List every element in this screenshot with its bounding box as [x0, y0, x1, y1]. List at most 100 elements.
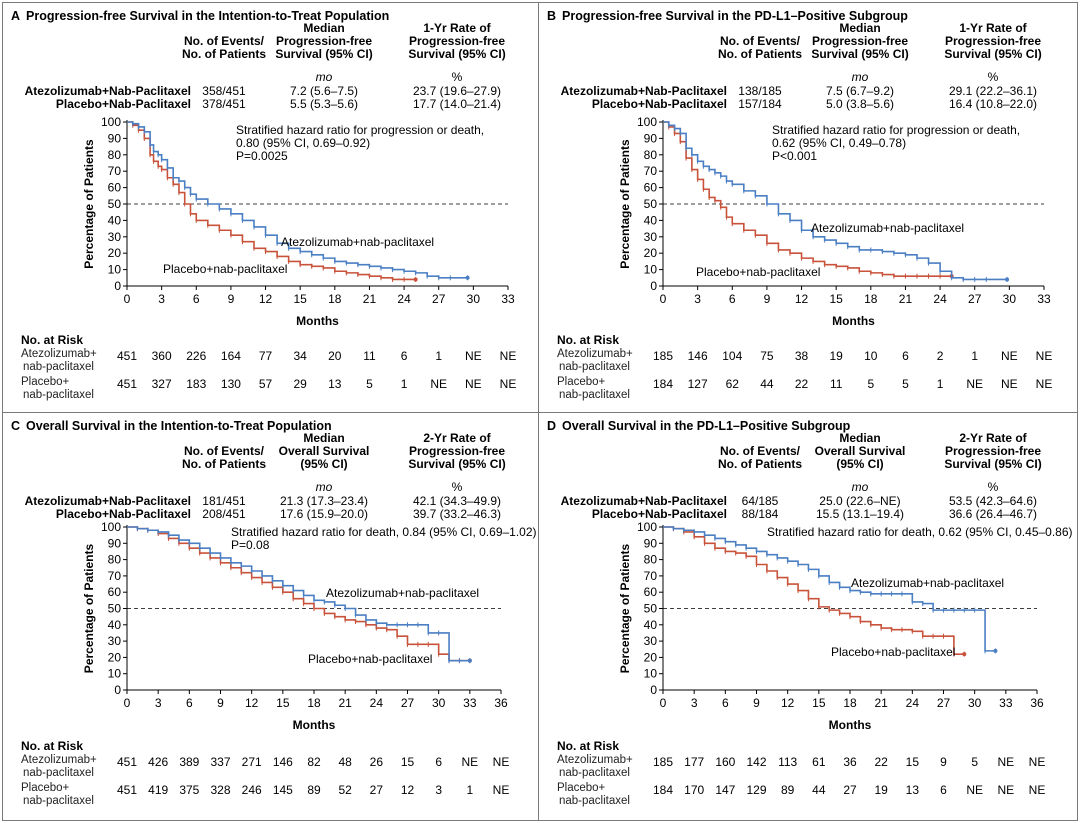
risk-count: 22: [874, 755, 888, 769]
risk-count: NE: [1035, 377, 1053, 391]
risk-count: 11: [829, 377, 843, 391]
y-tick-label: 80: [644, 148, 658, 162]
risk-count: 226: [186, 349, 207, 363]
risk-count: NE: [430, 377, 448, 391]
risk-count: 451: [116, 349, 138, 363]
y-tick-label: 50: [108, 197, 122, 211]
x-tick-label: 3: [691, 696, 698, 710]
x-tick-label: 27: [401, 696, 415, 710]
risk-count: 1: [936, 377, 944, 391]
treatment-row-cell: 157/184: [738, 97, 782, 111]
risk-count: 15: [400, 755, 415, 769]
x-tick-label: 18: [843, 696, 857, 710]
placebo-curve-label: Placebo+nab-paclitaxel: [696, 265, 820, 279]
hazard-ratio-annotation: P=0.0025: [236, 149, 288, 163]
y-tick-label: 20: [108, 246, 122, 260]
x-tick-label: 30: [432, 696, 446, 710]
risk-count: NE: [492, 783, 510, 797]
column-header-line: 2-Yr Rate of: [423, 431, 491, 445]
y-axis-label: Percentage of Patients: [618, 139, 632, 269]
column-header-line: Survival (95% CI): [811, 47, 909, 61]
risk-row-label: Atezolizumab+ nab-paclitaxel: [21, 348, 97, 374]
treatment-row-cell: 17.6 (15.9–20.0): [279, 507, 369, 521]
x-tick-label: 0: [124, 292, 131, 306]
risk-count: 77: [258, 349, 273, 363]
risk-count: 44: [812, 783, 826, 797]
x-tick-label: 6: [722, 696, 729, 710]
risk-count: 328: [210, 783, 231, 797]
risk-count: 146: [687, 349, 708, 363]
column-header-line: No. of Events/: [183, 34, 264, 48]
risk-count: 52: [338, 783, 352, 797]
y-tick-label: 40: [108, 618, 122, 632]
treatment-row-cell: 39.7 (33.2–46.3): [412, 507, 502, 521]
x-axis-label: Months: [829, 718, 872, 732]
x-tick-label: 6: [729, 292, 736, 306]
x-tick-label: 9: [764, 292, 771, 306]
risk-row-label-line: Atezolizumab+: [21, 348, 97, 360]
y-tick-label: 60: [108, 585, 122, 599]
column-header-line: No. of Patients: [181, 457, 266, 471]
curve-end-marker: [962, 652, 967, 657]
risk-count: 142: [746, 755, 767, 769]
y-axis-label: Percentage of Patients: [82, 543, 96, 673]
hazard-ratio-annotation: Stratified hazard ratio for death, 0.84 …: [231, 525, 537, 539]
risk-count: 419: [148, 783, 169, 797]
column-header-line: (95% CI): [836, 457, 884, 471]
y-tick-label: 90: [108, 131, 122, 145]
treatment-row-cell: 7.5 (6.7–9.2): [825, 84, 895, 98]
risk-row-label-line: nab-paclitaxel: [23, 795, 94, 807]
risk-count: 451: [116, 377, 138, 391]
y-tick-label: 50: [644, 602, 658, 616]
risk-row-label-line: nab-paclitaxel: [559, 767, 630, 779]
risk-count: 10: [864, 349, 878, 363]
risk-count: 75: [760, 349, 774, 363]
risk-count: 183: [186, 377, 207, 391]
risk-count: NE: [1028, 783, 1046, 797]
risk-count: 19: [829, 349, 843, 363]
risk-count: 113: [778, 755, 798, 769]
y-tick-label: 30: [644, 634, 658, 648]
risk-count: NE: [499, 349, 517, 363]
horizontal-divider: [2, 412, 1078, 413]
panel-title: D Overall Survival in the PD-L1–Positive …: [547, 419, 850, 433]
column-header-1: No. of Events/No. of Patients: [705, 35, 815, 61]
risk-count: 61: [812, 755, 826, 769]
panel-letter: A: [11, 9, 21, 23]
column-header-3: 2-Yr Rate of Progression-free Survival (95…: [397, 432, 517, 471]
panel-title-text: Progression-free Survival in the Intenti…: [26, 9, 390, 23]
risk-row-label-line: nab-paclitaxel: [559, 389, 630, 401]
risk-count: NE: [461, 755, 479, 769]
x-tick-label: 12: [245, 696, 259, 710]
column-header-2: Median Overall Survival (95% CI): [264, 432, 384, 471]
column-header-line: 1-Yr Rate of: [959, 21, 1027, 35]
column-header-line: 2-Yr Rate of: [959, 431, 1027, 445]
atezolizumab-curve-label: Atezolizumab+nab-paclitaxel: [326, 586, 479, 600]
hazard-ratio-annotation: 0.62 (95% CI, 0.49–0.78): [772, 136, 906, 150]
risk-count: 5: [867, 377, 875, 391]
column-unit: %: [451, 70, 463, 84]
risk-count: 164: [220, 349, 241, 363]
x-tick-label: 6: [193, 292, 200, 306]
column-header-1: No. of Events/No. of Patients: [705, 445, 815, 471]
risk-count: 451: [116, 783, 138, 797]
hazard-ratio-annotation: 0.80 (95% CI, 0.69–0.92): [236, 136, 370, 150]
x-tick-label: 21: [363, 292, 377, 306]
y-axis-label: Percentage of Patients: [82, 139, 96, 269]
x-tick-label: 6: [186, 696, 193, 710]
risk-table-title: No. at Risk: [557, 333, 620, 347]
atezolizumab-curve-label: Atezolizumab+nab-paclitaxel: [811, 221, 964, 235]
atezolizumab-curve-label: Atezolizumab+nab-paclitaxel: [851, 576, 1004, 590]
x-tick-label: 9: [228, 292, 235, 306]
column-header-line: Median: [303, 21, 345, 35]
curve-end-marker: [465, 275, 470, 280]
risk-count: 5: [902, 377, 909, 391]
treatment-row-label: Placebo+Nab-Paclitaxel: [55, 507, 191, 521]
x-tick-label: 3: [694, 292, 701, 306]
treatment-row-cell: 138/185: [738, 84, 782, 98]
panel-b: B Progression-free Survival in the PD-L1–…: [539, 3, 1077, 412]
risk-count: 147: [715, 783, 736, 797]
risk-row-label-line: Placebo+: [557, 376, 606, 388]
treatment-row-cell: 36.6 (26.4–46.7): [948, 507, 1038, 521]
treatment-row-cell: 64/185: [741, 494, 779, 508]
